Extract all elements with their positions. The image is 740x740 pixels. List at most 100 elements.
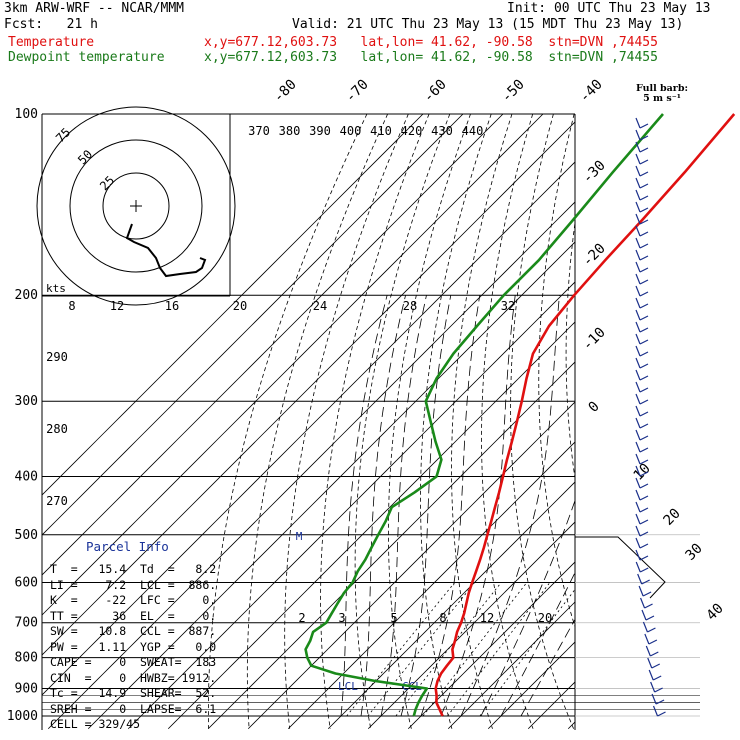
dry-adiabat-line [320,114,430,729]
wind-barb-staff [635,525,641,537]
parcel-row: CELL = 329/45 [50,717,141,731]
mixing-ratio-label: 8 [439,611,446,625]
wind-barb-flag [639,471,649,477]
hodo-speed-label: 8 [68,299,75,313]
wind-barb-flag [639,231,649,237]
wind-barb-flag [639,243,649,249]
pressure-tick-label: 700 [15,616,38,631]
moist-adiabat-line [380,295,427,717]
parcel-row: K = -22 LFC = 0. [50,593,217,607]
wind-barb-flag [639,351,649,357]
theta-label: 400 [340,124,362,138]
wind-barb-flag [639,147,649,153]
wind-barb-flag [639,315,649,321]
wind-barb-flag [639,543,649,549]
dry-adiabat-line [565,219,575,482]
isotherm-label: -80 [271,77,300,106]
wind-barb-staff [635,225,641,237]
wind-barb-flag [639,303,649,309]
isotherm-label: -70 [343,77,372,106]
wind-barb-flag [639,339,649,345]
mixing-ratio-label: 3 [338,611,345,625]
barb-frame [575,536,666,599]
mixing-ratio-label: 5 [390,611,397,625]
wind-barb-flag [650,651,659,657]
hodo-ring-label: 50 [75,147,95,167]
temperature-station-info: x,y=677.12,603.73 lat,lon= 41.62, -90.58… [204,35,658,50]
wind-barb-staff [635,249,641,261]
theta-label: 410 [370,124,392,138]
wind-barb-staff [642,621,648,633]
isotherm-line [47,201,575,730]
wind-barb-staff [635,261,641,273]
wind-barb-staff [635,549,641,561]
wind-barb-flag [639,567,649,573]
isotherm-label: 40 [704,601,727,624]
parcel-row: SREH = 0 LAPSE= 6.1 [50,701,217,716]
pressure-tick-label: 600 [15,575,38,590]
wind-barb-column [575,117,666,717]
theta-label: 380 [279,124,301,138]
wind-barb-flag [639,519,649,525]
forecast-hour: Fcst: 21 h [4,17,98,32]
wind-barb-flag [639,123,649,129]
hodo-ring-label: 25 [97,173,117,193]
hodo-speed-label: 32 [501,299,515,313]
dry-adiabat-line [593,114,696,729]
isotherm-line [42,121,575,656]
wind-barb-flag [639,219,649,225]
temperature-profile [434,113,736,717]
wind-barb-staff [635,393,641,405]
moist-adiabat-line [340,295,388,717]
wind-barb-staff [635,297,641,309]
wind-barb-staff [635,129,641,141]
hodo-speed-label: 28 [403,299,417,313]
dry-adiabat-line [715,114,740,729]
hodo-ring [102,172,170,240]
wind-barb-flag [647,627,656,633]
hodo-speed-label: 20 [233,299,247,313]
wind-barb-flag [642,591,652,597]
wind-barb-flag [639,291,649,297]
moist-adiabat-line [520,618,575,717]
theta-label: 390 [309,124,331,138]
wind-barb-flag [641,579,650,585]
dry-adiabat-line [618,114,735,729]
dry-adiabat-line [481,114,534,729]
moist-adiabat-line [460,295,560,717]
wind-barb-staff [635,489,641,501]
theta-side-label: 280 [46,422,68,436]
mixing-ratio-label: 2 [298,611,305,625]
barb-legend-title: Full barb: [636,83,688,94]
isotherm-line [42,114,504,576]
valid-time: Valid: 21 UTC Thu 23 May 13 (15 MDT Thu … [292,17,684,32]
pressure-tick-label: 400 [15,469,38,484]
wind-barb-staff [645,645,651,657]
wind-barb-flag [651,663,661,669]
wind-barb-staff [635,369,641,381]
pressure-tick-label: 200 [15,288,38,303]
isotherm-line [42,161,575,696]
wind-barb-flag [639,375,649,381]
isotherm-line [327,481,575,730]
wind-barb-flag [639,255,649,261]
mixing-ratio-line [367,582,476,717]
wind-barb-flag [639,555,649,561]
wind-barb-staff [635,417,641,429]
wind-barb-flag [639,327,649,333]
theta-label: 420 [401,124,423,138]
hodo-ring [36,106,236,306]
wind-barb-staff [635,405,641,417]
isotherm-line [287,441,575,730]
wind-barb-flag [645,615,655,621]
wind-barb-flag [639,495,649,501]
wind-barb-flag [657,711,666,717]
parcel-row: TT = 36 EL = 0. [50,608,217,623]
isotherm-line [127,281,575,730]
wind-barb-staff [640,597,646,609]
theta-label: 370 [248,124,270,138]
wind-barb-staff [635,513,641,525]
wind-barb-flag [639,435,649,441]
dry-adiabat-line [692,114,740,729]
isotherm-line [42,114,464,536]
